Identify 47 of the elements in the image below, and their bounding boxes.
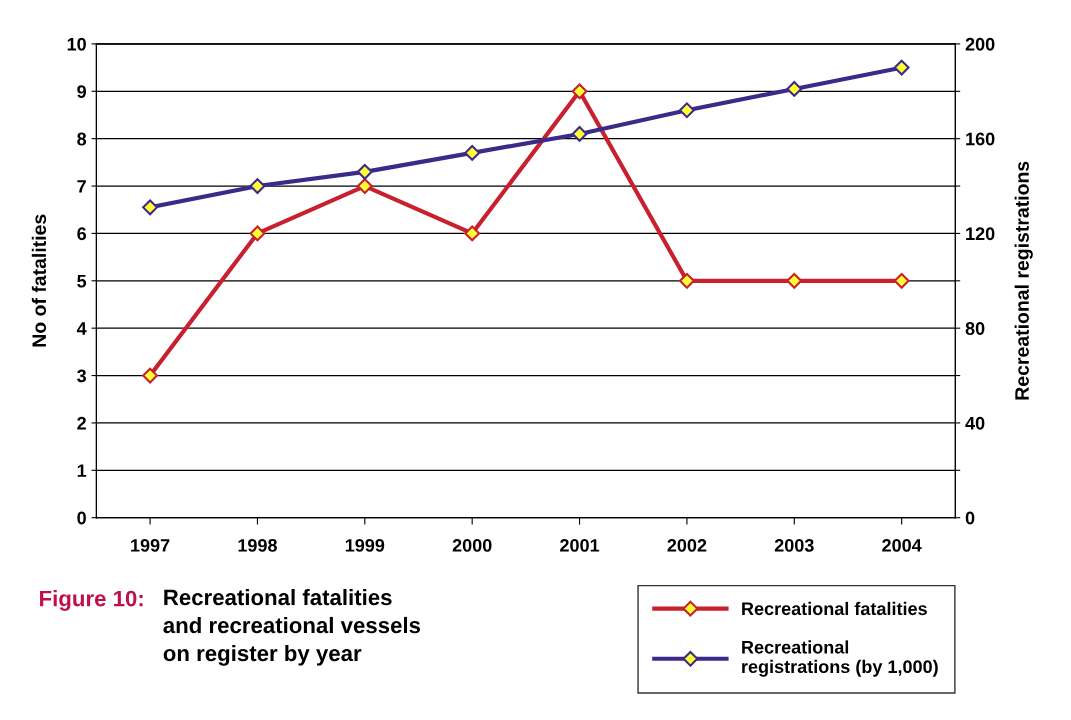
point — [571, 83, 588, 100]
y2-tick-label: 40 — [965, 416, 985, 430]
x-tick-label: 2001 — [560, 538, 600, 552]
point — [464, 225, 481, 242]
point — [142, 199, 158, 216]
y-tick-label: 9 — [77, 85, 86, 99]
y-tick-label: 1 — [77, 464, 87, 477]
point — [142, 367, 158, 384]
point — [786, 272, 803, 289]
x-tick-label: 1998 — [238, 538, 277, 552]
x-tick-label: 2004 — [882, 538, 922, 552]
y2-tick-label: 80 — [965, 322, 985, 335]
y2-tick-label: 0 — [965, 511, 975, 525]
text: Recreational fatalities and recreational vessels on register by year — [163, 588, 421, 666]
x-tick-label: 2003 — [774, 538, 814, 552]
legend-label: Recreational registrations (by 1,000) — [742, 640, 938, 677]
y-tick-label: 3 — [77, 369, 87, 383]
y-tick-label: 10 — [67, 37, 86, 51]
y2-tick-label: 120 — [966, 227, 995, 241]
point — [786, 81, 803, 97]
x-tick-label: 1999 — [345, 538, 385, 552]
x-tick-label: 2000 — [452, 538, 492, 552]
y2-tick-label: 200 — [965, 37, 995, 51]
point — [356, 163, 373, 180]
y-tick-label: 6 — [77, 227, 87, 241]
x-tick-label: 2002 — [667, 538, 707, 552]
y-tick-label: 8 — [77, 132, 87, 146]
point — [249, 225, 266, 242]
point — [249, 178, 266, 194]
point — [356, 178, 373, 194]
point — [893, 59, 910, 76]
y2-tick-label: 160 — [966, 132, 995, 146]
y-tick-label: 7 — [77, 180, 86, 193]
y-tick-label: 5 — [77, 274, 87, 288]
caption: Figure 10: — [40, 590, 143, 611]
point — [571, 126, 588, 142]
y2-axis-title: Recreational registrations — [1014, 161, 1033, 400]
y-tick-label: 4 — [76, 322, 87, 335]
y-axis-title: No of fatalities — [31, 214, 47, 347]
y-tick-label: 2 — [77, 416, 86, 430]
point — [893, 272, 910, 289]
x-tick-label: 1997 — [131, 538, 170, 552]
y-tick-label: 0 — [77, 511, 86, 525]
point — [679, 102, 695, 119]
point — [679, 272, 695, 289]
point — [464, 144, 481, 161]
legend-label: Recreational fatalities — [742, 601, 927, 616]
